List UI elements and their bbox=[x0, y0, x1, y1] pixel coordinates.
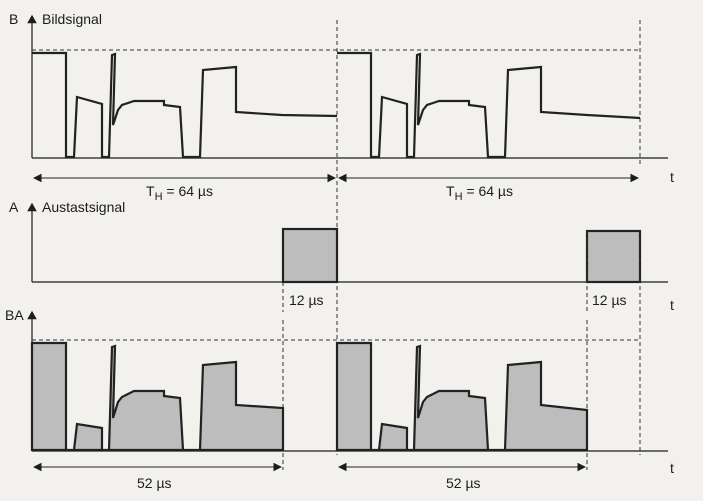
period-label-2: TH = 64 µs bbox=[446, 183, 513, 203]
austastsignal-panel: A Austastsignal t 12 µs 12 µs bbox=[9, 199, 674, 455]
active-duration-2: 52 µs bbox=[446, 475, 481, 491]
combined-waveform-1 bbox=[30, 341, 285, 452]
austastsignal-axis-letter: A bbox=[9, 199, 19, 215]
blanking-pulse-1 bbox=[281, 227, 339, 284]
blank-duration-1: 12 µs bbox=[289, 292, 324, 308]
bildsignal-panel: B Bildsignal t TH = 64 µs TH = 64 µs bbox=[9, 11, 674, 455]
bildsignal-axis-letter: B bbox=[9, 11, 18, 27]
blank-duration-2: 12 µs bbox=[592, 292, 627, 308]
austastsignal-title: Austastsignal bbox=[42, 199, 125, 215]
bildsignal-waveform-2 bbox=[337, 51, 641, 159]
combined-waveform-2 bbox=[335, 341, 589, 452]
period-label-1: TH = 64 µs bbox=[146, 183, 213, 203]
bildsignal-title: Bildsignal bbox=[42, 11, 102, 27]
combined-axis-letter: BA bbox=[5, 307, 24, 323]
combined-t-label: t bbox=[670, 460, 674, 476]
bildsignal-waveform-1 bbox=[32, 51, 338, 159]
austastsignal-t-label: t bbox=[670, 297, 674, 313]
blanking-pulse-2 bbox=[585, 229, 642, 284]
bildsignal-t-label: t bbox=[670, 169, 674, 185]
combined-panel: BA t 52 µs 52 µs bbox=[5, 307, 674, 491]
active-duration-1: 52 µs bbox=[137, 475, 172, 491]
